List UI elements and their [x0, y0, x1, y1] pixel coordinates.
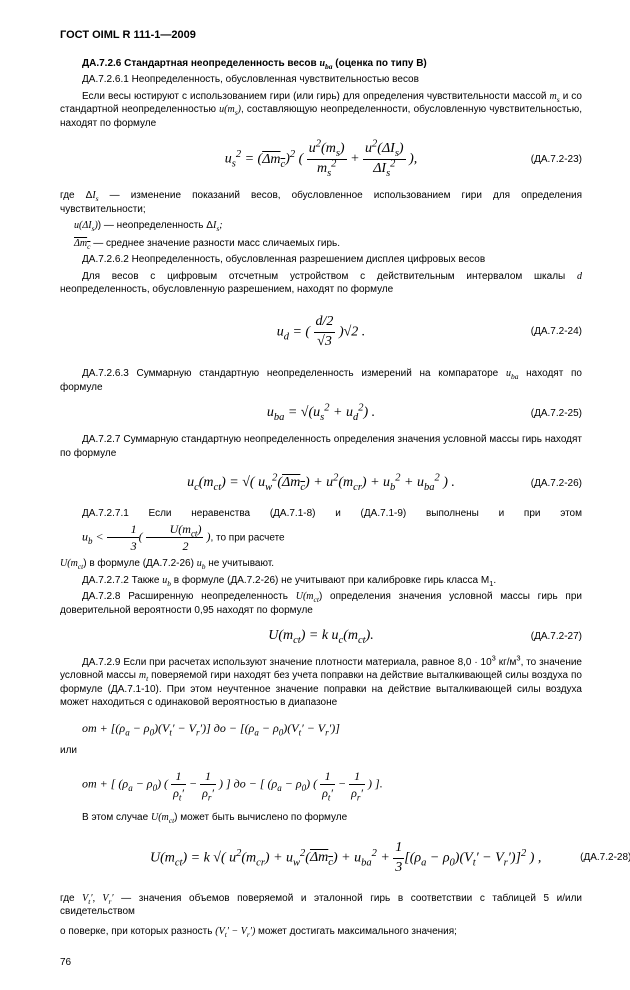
para-in-this-case: В этом случае U(mct) может быть вычислен… [60, 811, 582, 825]
page-body: ГОСТ OIML R 111-1—2009 ДА.7.2.6 Стандарт… [0, 0, 630, 990]
formula-26: uc(mct) = √( uw2(Δmc) + u2(mcr) + ub2 + … [60, 474, 582, 493]
heading-7-2-6: ДА.7.2.6 Стандартная неопределенность ве… [60, 57, 582, 71]
range-formula-1: от + [(ρa − ρ0)(Vt′ − Vr′)] до − [(ρa − … [82, 720, 582, 737]
where-u-deltaIs: u(ΔIs)) — неопределенность ΔIs; [60, 219, 582, 233]
formula-24: ud = ( d/2√3 )√2 . (ДА.7.2-24) [60, 313, 582, 352]
para-7-2-6-1-body: Если весы юстируют с использованием гири… [60, 90, 582, 131]
para-7-2-6-3: ДА.7.2.6.3 Суммарную стандартную неопред… [60, 367, 582, 394]
para-7-2-7-1-cont: U(mct) в формуле (ДА.7.2-26) ub не учиты… [60, 557, 582, 571]
where-deltamc: Δmc — среднее значение разности масс сли… [60, 237, 582, 251]
where-volumes-2: о поверке, при которых разность (Vt′ − V… [60, 925, 582, 939]
para-7-2-9: ДА.7.2.9 Если при расчетах используют зн… [60, 656, 582, 710]
formula-28: U(mct) = k √( u2(mcr) + uw2(Δmc) + uba2 … [60, 839, 582, 878]
para-7-2-6-2-title: ДА.7.2.6.2 Неопределенность, обусловленн… [60, 253, 582, 267]
para-7-2-7-2: ДА.7.2.7.2 Также ub в формуле (ДА.7.2-26… [60, 574, 582, 588]
para-7-2-7: ДА.7.2.7 Суммарную стандартную неопредел… [60, 433, 582, 460]
page-number: 76 [60, 956, 582, 970]
where-volumes: где Vt′, Vr′ — значения объемов поверяем… [60, 892, 582, 919]
formula-23: us2 = (Δmc)2 ( u2(ms)ms2 + u2(ΔIs)ΔIs2 )… [60, 140, 582, 179]
para-7-2-6-2-body: Для весов с цифровым отсчетным устройств… [60, 270, 582, 297]
formula-25: uba = √(us2 + ud2) . (ДА.7.2-25) [60, 404, 582, 423]
doc-identifier: ГОСТ OIML R 111-1—2009 [60, 28, 582, 43]
para-7-2-8: ДА.7.2.8 Расширенную неопределенность U(… [60, 590, 582, 617]
formula-27: U(mct) = k uc(mct). (ДА.7.2-27) [60, 627, 582, 646]
or-text: или [60, 744, 582, 758]
para-7-2-6-1-title: ДА.7.2.6.1 Неопределенность, обусловленн… [60, 73, 582, 87]
para-7-2-7-1: ДА.7.2.7.1 Если неравенства (ДА.7.1-8) и… [60, 507, 582, 554]
where-deltaIs: где ΔIs — изменение показаний весов, обу… [60, 189, 582, 216]
range-formula-2: от + [ (ρa − ρ0) ( 1ρt′ − 1ρr′ ) ] до − … [82, 768, 582, 801]
